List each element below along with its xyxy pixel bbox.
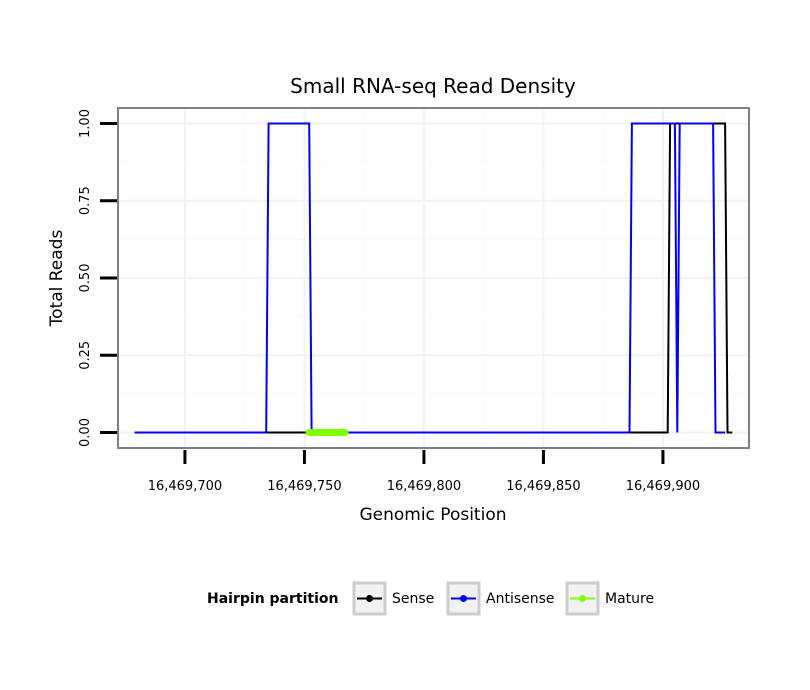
x-axis: 16,469,700 16,469,750 16,469,800 16,469,850… <box>148 450 700 494</box>
y-tick-label: 0.00 <box>78 418 93 447</box>
x-tick-label: 16,469,750 <box>267 479 341 494</box>
x-tick-label: 16,469,900 <box>626 479 700 494</box>
y-tick-label: 0.75 <box>78 186 93 215</box>
legend-label-mature: Mature <box>605 591 654 607</box>
x-axis-title: Genomic Position <box>359 505 506 525</box>
x-tick-label: 16,469,800 <box>387 479 461 494</box>
y-axis-title: Total Reads <box>47 230 67 328</box>
series-lines <box>134 122 733 436</box>
legend-label-sense: Sense <box>392 591 434 607</box>
y-tick-label: 0.25 <box>78 341 93 370</box>
plot-border <box>117 107 750 449</box>
x-tick-label: 16,469,850 <box>506 479 580 494</box>
legend-title: Hairpin partition <box>207 591 338 607</box>
y-tick-label: 1.00 <box>78 109 93 138</box>
y-axis: 0.00 0.25 0.50 0.75 1.00 <box>78 109 117 447</box>
legend-label-antisense: Antisense <box>486 591 555 607</box>
grid-lines <box>118 108 749 448</box>
legend-key-point <box>579 595 586 602</box>
legend: Hairpin partition Sense Antisense Mature <box>207 581 654 616</box>
chart-title: Small RNA-seq Read Density <box>290 74 576 98</box>
x-tick-label: 16,469,700 <box>148 479 222 494</box>
series-line-antisense <box>134 122 726 434</box>
legend-key-point <box>366 595 373 602</box>
legend-key-point <box>460 595 467 602</box>
y-tick-label: 0.50 <box>78 264 93 293</box>
